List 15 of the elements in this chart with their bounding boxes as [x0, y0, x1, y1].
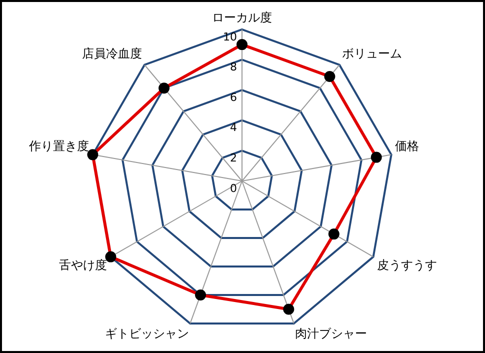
spoke-label: 肉汁ブシャー — [295, 326, 368, 341]
spoke-label: 皮うすうす — [376, 258, 437, 272]
spoke-label: ボリューム — [342, 46, 402, 61]
spoke-label: ローカル度 — [212, 10, 272, 24]
spoke-label: 舌やけ度 — [59, 258, 108, 272]
y-tick-label: 8 — [230, 60, 237, 74]
y-tick-label: 2 — [230, 152, 237, 165]
spoke-label: 作り置き度 — [28, 138, 89, 153]
y-tick-label: 10 — [223, 30, 237, 44]
spoke-label: ギトビッシャン — [104, 326, 189, 341]
spoke-label: 価格 — [395, 138, 420, 153]
y-tick-label: 6 — [230, 90, 237, 104]
y-tick-label: 0 — [230, 182, 237, 195]
spoke-label: 店員冷血度 — [82, 46, 142, 61]
y-tick-label: 4 — [230, 121, 237, 134]
